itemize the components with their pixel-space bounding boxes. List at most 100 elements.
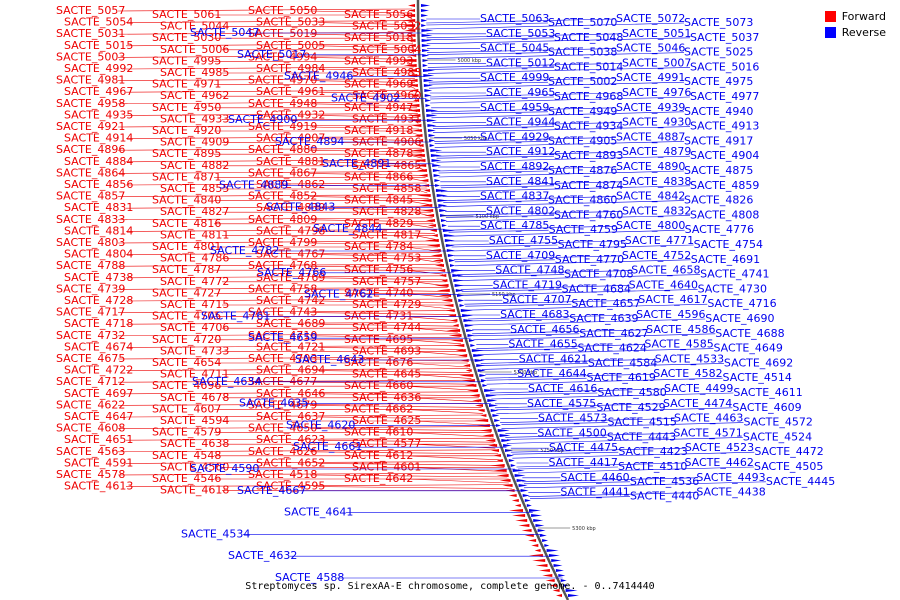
reverse-gene-label: SACTE_4493 <box>696 471 765 484</box>
reverse-leader-line <box>460 285 629 290</box>
reverse-gene-label: SACTE_5046 <box>616 42 685 55</box>
reverse-gene-label: SACTE_4657 <box>571 297 640 310</box>
forward-gene-label: SACTE_4969 <box>344 78 413 91</box>
reverse-leader-line <box>528 492 697 497</box>
forward-feature-glyph <box>433 259 443 262</box>
forward-gene-label: SACTE_5050 <box>248 4 317 17</box>
reverse-leader-line <box>480 359 655 364</box>
forward-gene-label: SACTE_4720 <box>152 333 221 346</box>
reverse-leader-line <box>426 18 617 24</box>
reverse-leader-line <box>426 33 623 39</box>
forward-leader-line <box>413 211 432 217</box>
reverse-feature-glyph <box>422 59 429 62</box>
forward-leader-line <box>317 463 503 466</box>
forward-gene-label: SACTE_4660 <box>344 379 413 392</box>
reverse-gene-label: SACTE_4832 <box>622 204 691 217</box>
forward-leader-line <box>125 368 471 371</box>
forward-feature-glyph <box>430 254 442 257</box>
reverse-feature-glyph <box>539 534 547 537</box>
forward-gene-label: SACTE_4703 <box>248 352 317 365</box>
forward-gene-label: SACTE_4753 <box>352 252 421 265</box>
reverse-leader-line <box>450 240 625 246</box>
forward-leader-line <box>309 149 422 153</box>
reverse-leader-line <box>512 451 755 459</box>
reverse-feature-glyph <box>421 44 431 47</box>
forward-gene-label: SACTE_4801 <box>152 240 221 253</box>
reverse-gene-label: SACTE_4843 <box>266 200 335 213</box>
reverse-gene-label: SACTE_5002 <box>548 75 617 88</box>
forward-gene-label: SACTE_4729 <box>352 298 421 311</box>
reverse-feature-glyph <box>454 284 464 287</box>
reverse-gene-label: SACTE_4582 <box>653 367 722 380</box>
forward-leader-line <box>125 136 421 139</box>
forward-feature-glyph <box>511 499 519 502</box>
forward-gene-label: SACTE_4865 <box>352 159 421 172</box>
forward-gene-label: SACTE_4840 <box>152 194 221 207</box>
reverse-gene-label: SACTE_4761 <box>201 309 270 322</box>
reverse-leader-line <box>426 37 555 41</box>
forward-gene-label: SACTE_4933 <box>160 112 229 125</box>
reverse-leader-line <box>451 244 694 252</box>
reverse-leader-line <box>438 166 617 172</box>
reverse-gene-label: SACTE_5073 <box>684 16 753 29</box>
reverse-leader-line <box>442 196 617 201</box>
forward-leader-line <box>117 263 443 267</box>
forward-gene-label: SACTE_4675 <box>56 352 125 365</box>
reverse-leader-line <box>428 67 555 70</box>
forward-gene-label: SACTE_4654 <box>152 356 221 369</box>
reverse-gene-label: SACTE_4688 <box>715 327 784 340</box>
forward-gene-label: SACTE_4909 <box>160 136 229 149</box>
forward-leader-line <box>125 321 457 325</box>
forward-leader-line <box>125 484 512 487</box>
forward-leader-line <box>405 293 449 298</box>
forward-gene-label: SACTE_4961 <box>256 85 325 98</box>
forward-feature-glyph <box>528 554 543 557</box>
reverse-feature-glyph <box>437 199 448 202</box>
forward-leader-line <box>125 20 413 23</box>
forward-feature-glyph <box>424 239 439 242</box>
reverse-gene-label: SACTE_4771 <box>625 234 694 247</box>
forward-gene-label: SACTE_4985 <box>160 66 229 79</box>
forward-leader-line <box>117 449 499 453</box>
reverse-feature-glyph <box>422 54 430 57</box>
forward-gene-label: SACTE_4950 <box>152 101 221 114</box>
reverse-leader-line <box>427 52 549 55</box>
reverse-feature-glyph <box>433 174 441 177</box>
forward-leader-line <box>405 385 476 391</box>
reverse-leader-line <box>506 437 607 440</box>
forward-leader-line <box>405 339 461 345</box>
forward-leader-line <box>125 345 464 348</box>
forward-leader-line <box>125 66 415 70</box>
reverse-feature-glyph <box>544 544 550 547</box>
reverse-feature-glyph <box>458 299 465 302</box>
reverse-leader-line <box>523 481 630 485</box>
forward-gene-label: SACTE_4718 <box>64 317 133 330</box>
reverse-gene-label: SACTE_4536 <box>630 475 699 488</box>
forward-leader-line <box>405 269 444 275</box>
reverse-gene-label: SACTE_4690 <box>705 312 774 325</box>
forward-leader-line <box>309 80 415 83</box>
reverse-gene-label: SACTE_4949 <box>548 105 617 118</box>
strand-legend: Forward Reverse <box>824 8 886 40</box>
forward-feature-glyph <box>446 329 461 332</box>
reverse-gene-label: SACTE_4658 <box>631 264 700 277</box>
reverse-feature-glyph <box>442 229 455 232</box>
forward-gene-label: SACTE_4829 <box>344 217 413 230</box>
legend-reverse-label: Reverse <box>841 25 886 39</box>
forward-feature-glyph <box>420 179 429 182</box>
forward-gene-label: SACTE_4610 <box>344 426 413 439</box>
reverse-feature-glyph <box>484 389 497 392</box>
reverse-feature-glyph <box>522 494 530 497</box>
forward-gene-label: SACTE_4809 <box>248 213 317 226</box>
forward-leader-line <box>317 393 478 397</box>
scale-tick-label: 5000 kbp <box>458 58 482 64</box>
reverse-gene-label: SACTE_4808 <box>690 208 759 221</box>
forward-gene-label: SACTE_4983 <box>352 66 421 79</box>
forward-feature-glyph <box>405 34 416 37</box>
forward-gene-label: SACTE_4546 <box>152 472 221 485</box>
forward-gene-label: SACTE_4722 <box>64 364 133 377</box>
reverse-gene-label: SACTE_5017 <box>237 48 306 61</box>
reverse-leader-line <box>431 111 549 115</box>
forward-gene-label: SACTE_4992 <box>64 62 133 75</box>
reverse-leader-line <box>458 274 565 277</box>
